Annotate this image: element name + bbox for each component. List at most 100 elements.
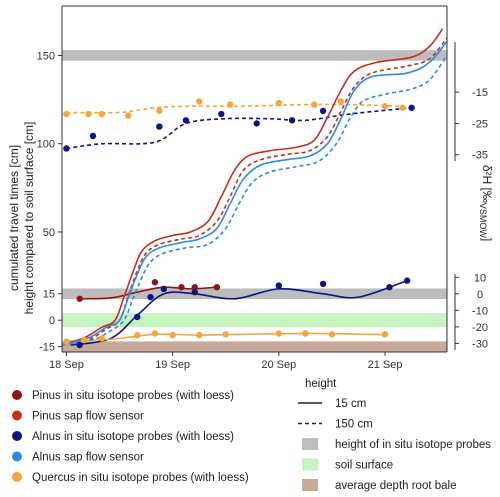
data-point-quercus-in-situ-isotope-probes-with-loess-8-6 xyxy=(195,331,203,339)
legend: Pinus in situ isotope probes (with loess… xyxy=(12,378,491,492)
series-line-quercus-in-situ-isotope-probes-with-loess-9 xyxy=(66,332,386,342)
data-point-quercus-in-situ-isotope-probes-with-loess-8-0 xyxy=(63,338,70,345)
data-point-quercus-in-situ-isotope-probes-with-loess-6-1 xyxy=(85,110,92,118)
y-right-tick-label: -30 xyxy=(472,338,488,350)
x-tick-label: 20 Sep xyxy=(261,359,296,371)
data-point-quercus-in-situ-isotope-probes-with-loess-8-11 xyxy=(381,331,389,338)
data-point-alnus-in-situ-isotope-probes-with-loess-2-1 xyxy=(134,313,141,321)
data-point-quercus-in-situ-isotope-probes-with-loess-8-2 xyxy=(98,335,106,342)
legend-label-soil-surface: soil surface xyxy=(335,460,393,472)
legend-label-alnus-in-situ-isotope-probes-with-loess: Alnus in situ isotope probes (with loess… xyxy=(32,431,234,443)
legend-label-pinus-sap-flow-sensor: Pinus sap flow sensor xyxy=(32,411,144,423)
data-point-alnus-in-situ-isotope-probes-with-loess-2-7 xyxy=(386,284,393,291)
data-point-quercus-in-situ-isotope-probes-with-loess-8-9 xyxy=(302,330,309,337)
data-point-alnus-in-situ-isotope-probes-with-loess-4-6 xyxy=(288,117,296,124)
data-point-quercus-in-situ-isotope-probes-with-loess-6-6 xyxy=(226,101,234,108)
data-point-pinus-in-situ-isotope-probes-with-loess-0-2 xyxy=(178,284,185,291)
legend-key-pinus-sap-flow-sensor xyxy=(12,410,22,421)
legend-key-soil-surface xyxy=(302,458,318,471)
data-point-quercus-in-situ-isotope-probes-with-loess-6-10 xyxy=(381,102,389,110)
data-point-alnus-in-situ-isotope-probes-with-loess-2-5 xyxy=(275,282,283,289)
x-tick-label: 21 Sep xyxy=(368,359,403,371)
y-left-tick-label: 150 xyxy=(37,50,55,62)
y-left-tick-label: -15 xyxy=(39,342,55,354)
legend-label-height-of-in-situ-isotope-probes: height of in situ isotope probes xyxy=(335,439,491,451)
legend-label-average-depth-root-bale: average depth root bale xyxy=(335,480,456,492)
band-soil-surface-2 xyxy=(62,313,447,328)
data-point-alnus-in-situ-isotope-probes-with-loess-4-5 xyxy=(253,120,260,127)
data-point-alnus-in-situ-isotope-probes-with-loess-2-4 xyxy=(191,288,198,296)
data-point-quercus-in-situ-isotope-probes-with-loess-6-5 xyxy=(195,98,203,105)
data-point-alnus-in-situ-isotope-probes-with-loess-4-1 xyxy=(89,132,97,140)
y-right-axis-title: δ²H [‰VSMOW] xyxy=(478,165,494,241)
y-left-axis-title-line1: cumulated travel times [cm] xyxy=(7,145,21,291)
data-point-alnus-in-situ-isotope-probes-with-loess-4-2 xyxy=(156,123,163,130)
data-point-alnus-in-situ-isotope-probes-with-loess-2-6 xyxy=(319,280,327,288)
data-point-pinus-in-situ-isotope-probes-with-loess-0-3 xyxy=(191,284,198,291)
data-point-quercus-in-situ-isotope-probes-with-loess-6-9 xyxy=(337,98,344,105)
series-line-alnus-in-situ-isotope-probes-with-loess-5 xyxy=(66,106,412,150)
series-line-alnus-sap-flow-sensor-13 xyxy=(61,54,448,346)
data-point-alnus-in-situ-isotope-probes-with-loess-4-0 xyxy=(63,145,70,152)
series-line-alnus-in-situ-isotope-probes-with-loess-3 xyxy=(70,279,408,346)
data-point-pinus-in-situ-isotope-probes-with-loess-0-0 xyxy=(76,295,83,302)
data-point-alnus-in-situ-isotope-probes-with-loess-2-2 xyxy=(147,293,154,301)
data-point-quercus-in-situ-isotope-probes-with-loess-6-7 xyxy=(275,99,283,107)
data-point-quercus-in-situ-isotope-probes-with-loess-8-7 xyxy=(222,331,229,338)
series-line-pinus-sap-flow-sensor-10 xyxy=(61,28,444,346)
legend-key-alnus-sap-flow-sensor xyxy=(12,451,22,462)
data-point-alnus-in-situ-isotope-probes-with-loess-2-8 xyxy=(403,277,411,284)
data-point-alnus-in-situ-isotope-probes-with-loess-4-8 xyxy=(408,104,415,111)
right-axis: -35 -25 -15 -30 -20 -10 0 10 xyxy=(454,42,488,350)
legend-label-height-15-cm: 15 cm xyxy=(335,398,366,410)
legend-label-height-150-cm: 150 cm xyxy=(335,419,373,431)
legend-label-pinus-in-situ-isotope-probes-with-loess: Pinus in situ isotope probes (with loess… xyxy=(32,390,234,402)
y-right-axis-title-sub: VSMOW xyxy=(478,203,488,239)
y-right-axis-title-main: δ²H [‰ xyxy=(480,165,494,203)
legend-key-alnus-in-situ-isotope-probes-with-loess xyxy=(12,431,22,441)
data-point-pinus-in-situ-isotope-probes-with-loess-0-4 xyxy=(213,284,221,291)
x-axis: 18 Sep 19 Sep 20 Sep 21 Sep xyxy=(49,352,402,371)
data-point-alnus-in-situ-isotope-probes-with-loess-2-3 xyxy=(160,285,167,293)
y-left-axis-title-line2: height compared to soil surface [cm] xyxy=(22,122,36,315)
legend-key-height-of-in-situ-isotope-probes xyxy=(302,438,318,450)
y-right-tick-label: 10 xyxy=(474,272,486,284)
y-left-tick-label: 100 xyxy=(37,139,55,151)
legend-label-alnus-sap-flow-sensor: Alnus sap flow sensor xyxy=(32,452,144,464)
y-left-tick-label: 0 xyxy=(49,315,55,327)
data-point-quercus-in-situ-isotope-probes-with-loess-6-11 xyxy=(399,104,406,111)
data-point-quercus-in-situ-isotope-probes-with-loess-8-1 xyxy=(80,336,88,344)
x-tick-label: 19 Sep xyxy=(155,359,190,371)
data-point-pinus-in-situ-isotope-probes-with-loess-0-1 xyxy=(151,279,159,286)
data-point-alnus-in-situ-isotope-probes-with-loess-4-7 xyxy=(319,107,327,115)
data-point-alnus-in-situ-isotope-probes-with-loess-4-4 xyxy=(218,110,225,118)
data-point-alnus-in-situ-isotope-probes-with-loess-2-0 xyxy=(76,341,83,349)
y-right-tick-label: -15 xyxy=(472,87,488,99)
y-right-tick-label: -10 xyxy=(472,305,488,317)
data-point-quercus-in-situ-isotope-probes-with-loess-8-3 xyxy=(134,331,141,339)
data-point-quercus-in-situ-isotope-probes-with-loess-6-3 xyxy=(125,112,132,119)
data-point-quercus-in-situ-isotope-probes-with-loess-8-8 xyxy=(275,330,283,337)
data-point-quercus-in-situ-isotope-probes-with-loess-6-2 xyxy=(98,110,106,118)
legend-key-pinus-in-situ-isotope-probes-with-loess xyxy=(12,390,22,400)
y-left-tick-label: 15 xyxy=(43,289,55,301)
y-right-tick-label: -25 xyxy=(472,118,488,130)
y-right-axis-title-end: ] xyxy=(480,238,494,241)
data-point-quercus-in-situ-isotope-probes-with-loess-8-10 xyxy=(328,331,336,338)
data-point-quercus-in-situ-isotope-probes-with-loess-8-4 xyxy=(151,330,159,337)
y-right-tick-label: 0 xyxy=(477,289,483,301)
y-right-tick-label: -20 xyxy=(472,322,488,334)
data-point-alnus-in-situ-isotope-probes-with-loess-4-3 xyxy=(182,117,190,124)
band-height-of-in-situ-isotope-probes-0 xyxy=(62,50,447,61)
data-point-quercus-in-situ-isotope-probes-with-loess-6-4 xyxy=(156,107,163,115)
series-line-pinus-sap-flow-sensor-11 xyxy=(61,37,448,346)
data-point-quercus-in-situ-isotope-probes-with-loess-8-5 xyxy=(169,331,176,339)
data-point-quercus-in-situ-isotope-probes-with-loess-6-8 xyxy=(311,101,318,108)
legend-key-quercus-in-situ-isotope-probes-with-loess xyxy=(12,472,22,482)
y-right-tick-label: -35 xyxy=(472,150,488,162)
data-point-quercus-in-situ-isotope-probes-with-loess-6-0 xyxy=(63,110,70,118)
legend-label-quercus-in-situ-isotope-probes-with-loess: Quercus in situ isotope probes (with loe… xyxy=(32,472,249,484)
band-average-depth-root-bale-3 xyxy=(62,341,447,352)
left-axis: -15 0 15 50 100 150 xyxy=(37,50,62,354)
